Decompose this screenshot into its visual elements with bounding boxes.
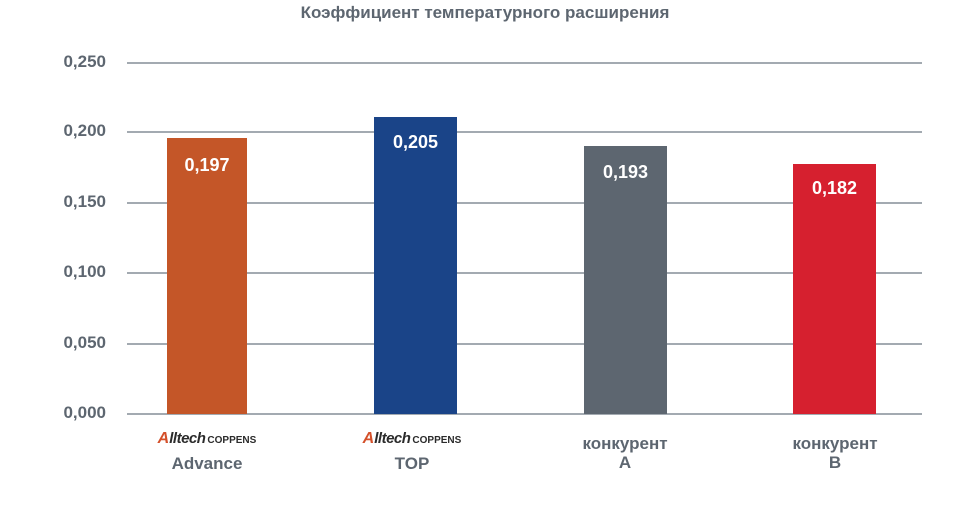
x-axis-line: [127, 413, 922, 415]
x-label-top: Alltech COPPENS TOP: [332, 428, 492, 474]
gridline: [127, 272, 922, 274]
y-tick-label: 0,000: [63, 403, 106, 422]
gridline: [127, 202, 922, 204]
x-label-text: конкурент: [792, 434, 878, 453]
alltech-coppens-logo: Alltech COPPENS: [157, 430, 257, 447]
x-label-text: A: [618, 453, 632, 472]
gridline: [127, 343, 922, 345]
x-label-text: Advance: [171, 454, 243, 473]
x-label-advance: Alltech COPPENS Advance: [127, 428, 287, 474]
x-label-competitor-b: конкурент B: [755, 434, 915, 472]
bar-advance: 0,197: [167, 138, 247, 414]
bar-value-label: 0,193: [602, 162, 649, 182]
chart-title: Коэффициент температурного расширения: [300, 3, 670, 22]
bar-value-label: 0,197: [184, 155, 230, 175]
y-tick-label: 0,100: [63, 262, 106, 281]
bar-competitor-a: 0,193: [584, 146, 667, 414]
gridline: [127, 131, 922, 133]
x-label-text: B: [828, 453, 842, 472]
gridline: [127, 62, 922, 64]
x-label-text: TOP: [394, 454, 430, 473]
y-tick-label: 0,050: [63, 333, 106, 352]
y-tick-label: 0,150: [63, 192, 106, 211]
x-label-competitor-a: конкурент A: [545, 434, 705, 472]
x-label-text: конкурент: [582, 434, 668, 453]
alltech-coppens-logo: Alltech COPPENS: [362, 430, 462, 447]
bar-competitor-b: 0,182: [793, 164, 876, 414]
bar-top: 0,205: [374, 117, 457, 414]
y-tick-label: 0,200: [63, 121, 106, 140]
bar-value-label: 0,205: [392, 132, 439, 152]
y-tick-label: 0,250: [63, 52, 106, 71]
bar-value-label: 0,182: [811, 178, 858, 198]
